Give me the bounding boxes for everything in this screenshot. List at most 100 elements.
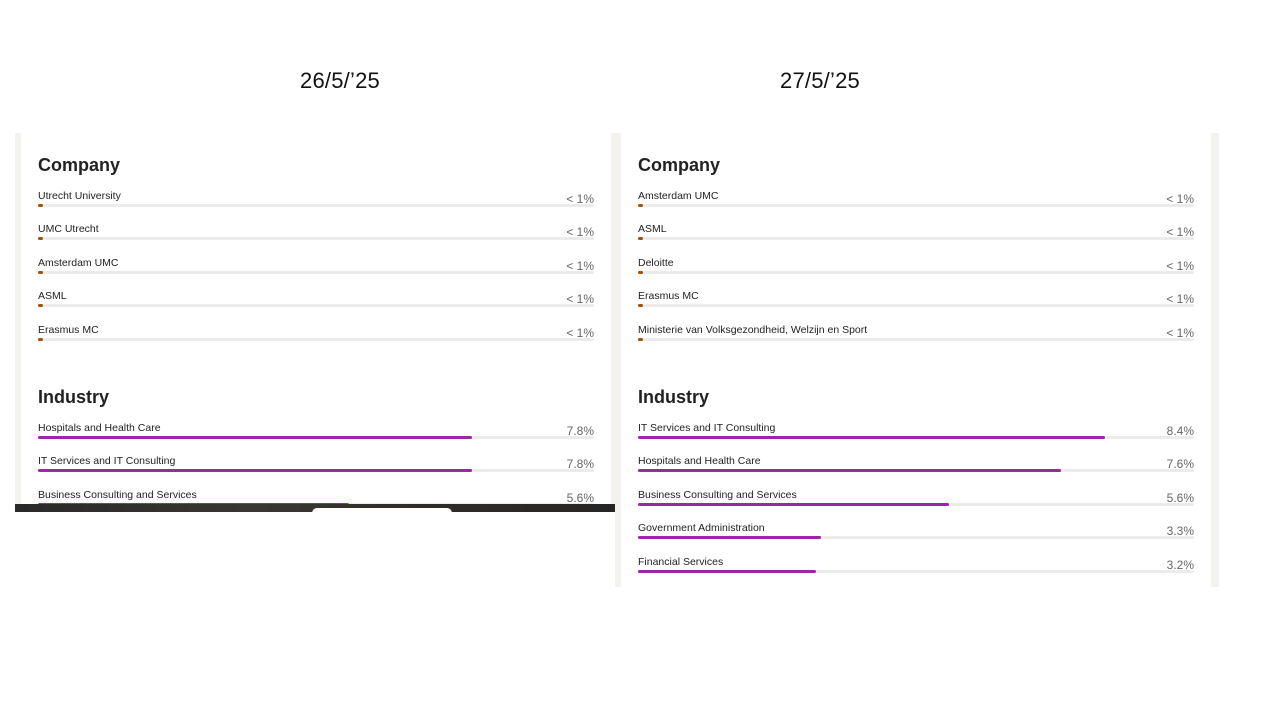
company-name: Ministerie van Volksgezondheid, Welzijn …	[638, 323, 868, 336]
industry-bar-track	[638, 502, 1194, 506]
company-bar-track	[38, 304, 594, 308]
company-name: Erasmus MC	[38, 323, 99, 336]
industry-row: IT Services and IT Consulting 7.8%	[38, 455, 594, 488]
industry-bar-fill	[638, 569, 816, 573]
video-overlay-bar	[15, 504, 619, 518]
company-name: ASML	[638, 223, 667, 236]
industry-name: IT Services and IT Consulting	[638, 421, 776, 434]
industry-percentage: 5.6%	[1166, 490, 1194, 505]
company-percentage: < 1%	[1166, 258, 1194, 273]
company-bar-track	[38, 270, 594, 274]
industry-name: IT Services and IT Consulting	[38, 455, 176, 468]
company-row: Deloitte < 1%	[638, 257, 1194, 290]
industry-percentage: 7.8%	[566, 457, 594, 472]
industry-name: Hospitals and Health Care	[638, 455, 761, 468]
industry-bar-track	[638, 569, 1194, 573]
industry-percentage: 8.4%	[1166, 423, 1194, 438]
company-row: UMC Utrecht < 1%	[38, 223, 594, 256]
company-bar-fill	[638, 337, 643, 341]
company-bar-fill	[638, 304, 643, 308]
industry-bar-track	[38, 435, 594, 439]
company-percentage: < 1%	[1166, 192, 1194, 206]
industry-row: Hospitals and Health Care 7.8%	[38, 422, 594, 455]
industry-percentage: 7.8%	[566, 423, 594, 438]
industry-row: Business Consulting and Services 5.6%	[638, 489, 1194, 522]
company-bar-track	[38, 337, 594, 341]
company-bar-fill	[638, 204, 643, 207]
industry-bar-fill	[638, 536, 822, 540]
company-bar-track	[638, 304, 1194, 308]
company-percentage: < 1%	[566, 258, 594, 273]
industry-bar-track	[638, 435, 1194, 439]
company-name: Utrecht University	[38, 190, 121, 202]
company-percentage: < 1%	[566, 192, 594, 206]
industry-bar-track	[38, 502, 594, 504]
company-row: Amsterdam UMC < 1%	[38, 257, 594, 290]
company-bar-fill	[38, 204, 43, 207]
company-percentage: < 1%	[1166, 225, 1194, 240]
company-bar-track	[638, 237, 1194, 241]
industry-percentage: 5.6%	[566, 490, 594, 504]
industry-bar-fill	[638, 435, 1106, 439]
industry-percentage: 3.2%	[1166, 557, 1194, 572]
industry-percentage: 3.3%	[1166, 524, 1194, 539]
company-name: Amsterdam UMC	[38, 256, 119, 269]
company-row: Erasmus MC < 1%	[38, 324, 594, 357]
insights-panel-left: Company Utrecht University < 1% UMC Utrech…	[15, 133, 619, 504]
industry-bar-fill	[38, 469, 472, 473]
industry-section-title: Industry	[38, 386, 110, 407]
date-heading-right: 27/5/’25	[780, 68, 860, 93]
industry-row: IT Services and IT Consulting 8.4%	[638, 422, 1194, 455]
industry-bar-track	[638, 469, 1194, 473]
company-percentage: < 1%	[1166, 325, 1194, 340]
company-bar-track	[638, 337, 1194, 341]
industry-row: Financial Services 3.2%	[638, 556, 1194, 587]
industry-bar-fill	[38, 502, 350, 504]
company-name: Amsterdam UMC	[638, 190, 719, 202]
company-row: Utrecht University < 1%	[38, 190, 594, 223]
company-percentage: < 1%	[1166, 292, 1194, 307]
industry-name: Financial Services	[638, 555, 724, 568]
industry-name: Hospitals and Health Care	[38, 421, 161, 434]
insights-panel-right: Company Amsterdam UMC < 1% ASML < 1% Deloitt…	[615, 133, 1219, 587]
company-bar-fill	[38, 237, 43, 241]
company-bar-track	[638, 270, 1194, 274]
industry-section-title: Industry	[638, 386, 710, 407]
company-name: ASML	[38, 290, 67, 303]
company-row: Amsterdam UMC < 1%	[638, 190, 1194, 223]
company-bar-track	[38, 237, 594, 241]
industry-bar-track	[38, 469, 594, 473]
industry-row: Hospitals and Health Care 7.6%	[638, 455, 1194, 488]
company-bar-fill	[638, 270, 643, 274]
company-list: Amsterdam UMC < 1% ASML < 1% Deloitte < 1% Era…	[638, 190, 1194, 357]
industry-row: Business Consulting and Services 5.6%	[38, 489, 594, 504]
company-name: UMC Utrecht	[38, 223, 99, 236]
industry-bar-fill	[638, 502, 950, 506]
industry-bar-fill	[38, 435, 472, 439]
industry-list: IT Services and IT Consulting 8.4% Hospita…	[638, 422, 1194, 587]
company-row: ASML < 1%	[638, 223, 1194, 256]
company-section-title: Company	[638, 155, 721, 175]
industry-row: Government Administration 3.3%	[638, 522, 1194, 555]
industry-name: Government Administration	[638, 522, 765, 535]
company-row: Ministerie van Volksgezondheid, Welzijn …	[638, 324, 1194, 357]
company-name: Deloitte	[638, 256, 674, 269]
company-bar-fill	[38, 337, 43, 341]
company-percentage: < 1%	[566, 292, 594, 307]
industry-bar-fill	[638, 469, 1061, 473]
company-row: ASML < 1%	[38, 290, 594, 323]
company-percentage: < 1%	[566, 325, 594, 340]
company-bar-track	[638, 204, 1194, 207]
industry-percentage: 7.6%	[1166, 457, 1194, 472]
company-section-title: Company	[38, 155, 121, 175]
company-bar-fill	[38, 270, 43, 274]
company-percentage: < 1%	[566, 225, 594, 240]
company-bar-fill	[638, 237, 643, 241]
overlay-pill	[312, 508, 452, 518]
industry-bar-track	[638, 536, 1194, 540]
company-bar-fill	[38, 304, 43, 308]
date-heading-left: 26/5/’25	[300, 68, 380, 93]
company-list: Utrecht University < 1% UMC Utrecht < 1% Ams…	[38, 190, 594, 357]
company-row: Erasmus MC < 1%	[638, 290, 1194, 323]
industry-name: Business Consulting and Services	[38, 488, 197, 501]
